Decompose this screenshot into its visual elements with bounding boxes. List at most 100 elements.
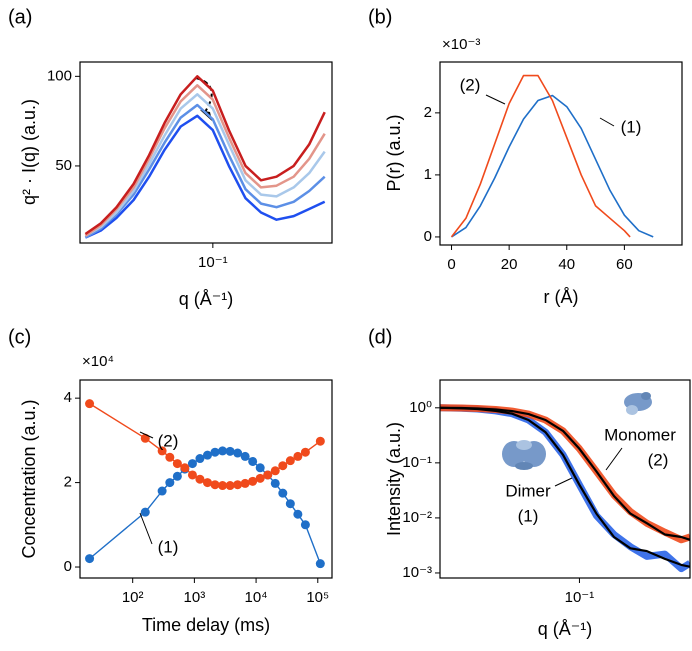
marker: [315, 559, 325, 569]
marker: [180, 463, 190, 473]
marker: [85, 399, 95, 409]
y-tick-label: 10⁻²: [402, 509, 432, 526]
marker: [165, 478, 175, 488]
x-tick-label: 10³: [184, 589, 206, 606]
x-tick-label: 10²: [122, 589, 144, 606]
axes-frame: [79, 61, 333, 244]
marker: [172, 459, 182, 469]
marker: [210, 480, 220, 490]
series-line: [84, 75, 326, 236]
marker: [248, 476, 258, 486]
series-line: [451, 94, 654, 238]
marker: [300, 520, 310, 530]
panel: (c) Time delay (ms) Concentration (a.u.) ×1…: [8, 326, 333, 635]
y-tick-label: 100: [47, 67, 72, 84]
marker: [293, 451, 303, 461]
marker: [202, 450, 212, 460]
marker: [240, 451, 250, 461]
y-tick-label: 10⁻³: [402, 564, 432, 581]
annotation: Monomer: [604, 425, 676, 444]
y-tick-label: 0: [424, 228, 432, 245]
annotation: (1): [518, 506, 539, 525]
leader-line: [139, 512, 153, 545]
y-axis-label: P(r) (a.u.): [384, 114, 404, 191]
panel: (b) r (Å) P(r) (a.u.) ×10⁻³ 0 20 40 60 0 1 2 (2) (1): [368, 6, 683, 307]
y-multiplier: ×10⁻³: [442, 36, 480, 53]
marker: [278, 488, 288, 498]
series-line: [450, 74, 631, 238]
annotation: (2): [460, 75, 481, 94]
x-tick-label: 10⁻¹: [198, 254, 228, 271]
leader-line: [599, 117, 615, 127]
marker: [285, 456, 295, 466]
annotation: (2): [158, 431, 179, 450]
y-tick-label: 50: [55, 157, 72, 174]
panel-label: (a): [8, 6, 32, 28]
panel: (a) q (Å⁻¹) q² · I(q) (a.u.) 10⁻¹ 50 100: [8, 6, 333, 309]
marker: [270, 466, 280, 476]
marker: [315, 436, 325, 446]
marker: [270, 478, 280, 488]
marker: [172, 471, 182, 481]
axes-frame: [439, 379, 691, 579]
y-axis-label: q² · I(q) (a.u.): [19, 99, 39, 205]
marker: [255, 463, 265, 473]
marker: [278, 461, 288, 471]
plot-area: [450, 74, 654, 238]
marker: [195, 454, 205, 464]
x-tick-label: 10⁴: [245, 589, 268, 606]
x-tick-label: 10⁻¹: [565, 589, 595, 606]
decorations: [195, 77, 652, 470]
marker: [218, 446, 228, 456]
axes-frame: [79, 379, 333, 579]
y-tick-label: 10⁰: [409, 399, 432, 416]
marker: [225, 481, 235, 491]
y-tick-label: 2: [424, 104, 432, 121]
series-line: [89, 403, 321, 487]
leader-line: [485, 94, 506, 105]
marker: [233, 448, 243, 458]
marker: [285, 499, 295, 509]
annotation: (2): [648, 450, 669, 469]
marker: [293, 509, 303, 519]
y-tick-label: 2: [64, 474, 72, 491]
series-line: [84, 93, 326, 237]
monomer-structure: [624, 392, 652, 415]
marker: [263, 470, 273, 480]
marker: [240, 478, 250, 488]
x-tick-label: 40: [558, 256, 575, 273]
x-tick-label: 20: [501, 256, 518, 273]
dimer-structure: [502, 440, 546, 470]
x-tick-label: 10⁵: [306, 589, 329, 606]
series-line: [84, 114, 326, 239]
marker: [210, 447, 220, 457]
marker: [225, 446, 235, 456]
y-tick-label: 10⁻¹: [402, 454, 432, 471]
leader-line: [139, 431, 154, 439]
axes-frame: [439, 61, 683, 246]
plot-area: [440, 404, 690, 573]
y-tick-label: 0: [64, 558, 72, 575]
annotation: (1): [621, 117, 642, 136]
marker: [187, 459, 197, 469]
panel-label: (d): [368, 326, 392, 348]
y-tick-label: 4: [64, 389, 72, 406]
y-axis-label: Intensity (a.u.): [384, 422, 404, 536]
marker: [233, 480, 243, 490]
leader-line: [605, 447, 623, 471]
panel: (d)q (Å⁻¹)Intensity (a.u.)10⁻¹10⁰10⁻¹10⁻…: [368, 326, 691, 639]
marker: [157, 446, 167, 456]
panel-label: (c): [8, 326, 31, 348]
marker: [85, 554, 95, 564]
annotation: (1): [158, 537, 179, 556]
x-axis-label: q (Å⁻¹): [179, 289, 234, 309]
marker: [202, 478, 212, 488]
series-line: [84, 84, 326, 237]
series-line: [84, 103, 326, 239]
marker: [195, 474, 205, 484]
marker: [187, 470, 197, 480]
marker: [140, 507, 150, 517]
plot-area: [85, 399, 325, 569]
marker: [218, 481, 228, 491]
